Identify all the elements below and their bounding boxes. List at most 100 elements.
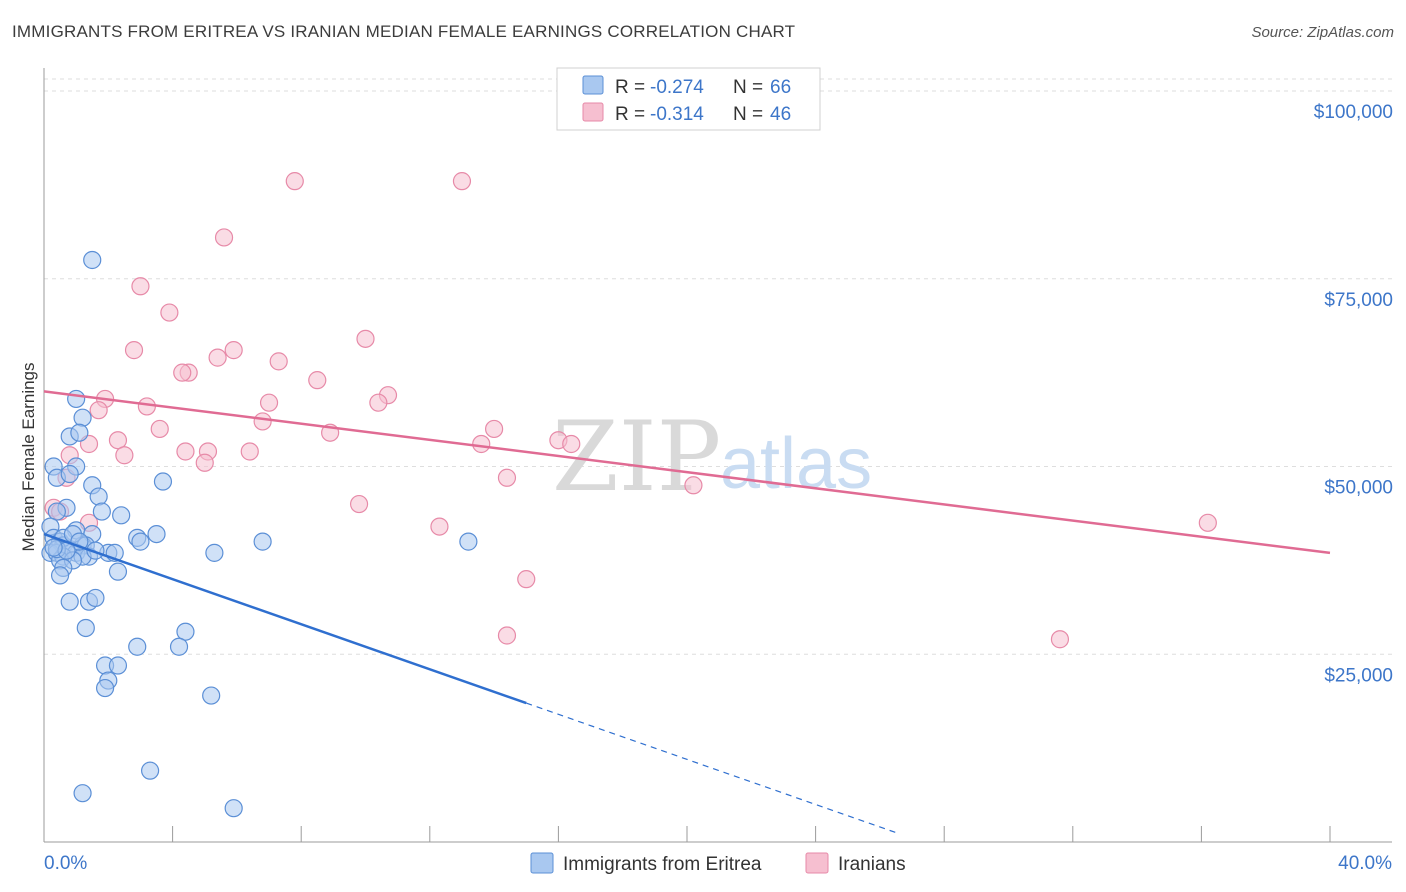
gridlines xyxy=(44,78,1392,655)
eritrea-point-35 xyxy=(205,543,224,562)
iranians-point-42 xyxy=(1198,513,1217,532)
y-tick-labels: $25,000 $50,000 $75,000 $100,000 xyxy=(1314,102,1393,686)
eritrea-point-65 xyxy=(44,538,63,557)
iranians-point-23 xyxy=(108,431,128,450)
eritrea-point-21 xyxy=(147,524,166,544)
iranians-point-9 xyxy=(269,352,288,371)
iranians-point-0 xyxy=(285,172,304,191)
eritrea-point-1 xyxy=(67,389,86,409)
legend-r-value-eritrea: -0.274 xyxy=(650,77,704,98)
watermark-atlas: atlas xyxy=(720,424,872,504)
iranians-point-34 xyxy=(497,468,517,487)
trend-line-iranians xyxy=(43,390,1331,555)
eritrea-point-4 xyxy=(70,423,89,442)
iranians-point-5 xyxy=(356,329,375,348)
eritrea-point-8 xyxy=(60,464,79,484)
y-tick-label-2: $75,000 xyxy=(1324,290,1393,311)
iranians-point-43 xyxy=(517,570,536,589)
iranians-point-6 xyxy=(124,341,144,360)
eritrea-point-49 xyxy=(128,637,147,656)
eritrea-point-58 xyxy=(224,799,243,818)
y-axis-label: Median Female Earnings xyxy=(19,363,38,552)
iranians-point-45 xyxy=(1050,630,1070,649)
bottom-legend-label-iranians: Iranians xyxy=(838,854,906,875)
eritrea-point-24 xyxy=(253,532,272,551)
legend-swatch-iranians xyxy=(582,102,604,122)
watermark-zip: ZIP xyxy=(552,401,721,513)
chart-source: Source: ZipAtlas.com xyxy=(1251,24,1394,41)
x-ticks xyxy=(43,826,1331,842)
legend-r-label-eritrea: R = xyxy=(615,77,645,98)
eritrea-point-41 xyxy=(50,566,70,585)
iranians-point-8 xyxy=(208,348,227,367)
iranians-point-3 xyxy=(131,277,150,296)
iranians-point-2 xyxy=(214,228,234,247)
legend-swatch-eritrea xyxy=(582,75,604,95)
y-tick-label-0: $25,000 xyxy=(1324,665,1393,686)
eritrea-point-2 xyxy=(73,408,92,427)
iranians-point-32 xyxy=(115,446,134,465)
iranians-point-25 xyxy=(472,434,491,454)
eritrea-point-56 xyxy=(140,761,160,780)
iranians-point-18 xyxy=(89,401,108,420)
iranians-point-11 xyxy=(173,363,192,382)
trend-line-eritrea xyxy=(43,532,527,705)
eritrea-point-0 xyxy=(83,250,102,270)
legend-r-label-iranians: R = xyxy=(615,104,645,125)
eritrea-point-46 xyxy=(86,588,105,608)
eritrea-point-23 xyxy=(131,532,150,551)
iranians-point-16 xyxy=(137,397,156,416)
iranians-point-30 xyxy=(240,442,259,461)
eritrea-point-14 xyxy=(92,502,111,521)
legend-n-label-eritrea: N = xyxy=(733,77,763,98)
y-tick-label-3: $100,000 xyxy=(1314,102,1393,123)
legend-r-value-iranians: -0.314 xyxy=(650,104,704,125)
x-tick-label-min: 0.0% xyxy=(44,853,87,874)
chart-title: IMMIGRANTS FROM ERITREA VS IRANIAN MEDIA… xyxy=(12,22,796,41)
iranians-point-44 xyxy=(497,626,517,645)
iranians-point-33 xyxy=(195,453,214,472)
eritrea-point-11 xyxy=(153,472,173,491)
iranians-point-20 xyxy=(150,419,169,439)
iranians-point-1 xyxy=(452,172,472,191)
legend-n-label-iranians: N = xyxy=(733,104,763,125)
iranians-point-35 xyxy=(684,476,703,495)
iranians-point-17 xyxy=(369,393,388,412)
eritrea-point-47 xyxy=(76,618,95,638)
eritrea-point-43 xyxy=(459,532,478,551)
iranians-point-4 xyxy=(160,303,179,322)
eritrea-point-50 xyxy=(169,637,189,656)
iranians-point-22 xyxy=(485,419,504,439)
eritrea-point-13 xyxy=(47,502,66,521)
eritrea-point-52 xyxy=(108,656,128,675)
eritrea-point-44 xyxy=(60,592,79,611)
legend-n-value-iranians: 46 xyxy=(770,104,791,125)
eritrea-point-10 xyxy=(89,487,108,506)
iranians-point-15 xyxy=(259,393,279,412)
eritrea-point-42 xyxy=(108,562,128,581)
eritrea-point-54 xyxy=(95,678,115,698)
iranians-point-19 xyxy=(253,412,272,431)
iranians-point-27 xyxy=(562,434,581,454)
iranians-point-39 xyxy=(349,494,369,514)
eritrea-point-48 xyxy=(176,622,195,641)
y-tick-label-1: $50,000 xyxy=(1324,478,1393,499)
iranians-point-41 xyxy=(430,517,449,536)
eritrea-point-57 xyxy=(73,784,92,803)
bottom-legend-label-eritrea: Immigrants from Eritrea xyxy=(563,854,762,875)
trend-lines xyxy=(43,390,1331,834)
iranians-point-7 xyxy=(224,341,243,360)
series-eritrea-points xyxy=(41,250,478,818)
correlation-legend: R = -0.274 N = 66 R = -0.314 N = 46 xyxy=(556,67,821,131)
bottom-legend-swatch-iranians xyxy=(805,852,829,874)
bottom-legend-swatch-eritrea xyxy=(530,852,554,874)
eritrea-point-55 xyxy=(202,686,221,705)
eritrea-point-15 xyxy=(112,506,131,525)
watermark: ZIP atlas xyxy=(552,401,872,513)
x-tick-label-max: 40.0% xyxy=(1338,853,1392,874)
trend-line-eritrea-extension xyxy=(526,702,897,834)
legend-n-value-eritrea: 66 xyxy=(770,77,791,98)
series-legend: Immigrants from Eritrea Iranians xyxy=(530,852,906,875)
iranians-point-28 xyxy=(176,442,195,461)
